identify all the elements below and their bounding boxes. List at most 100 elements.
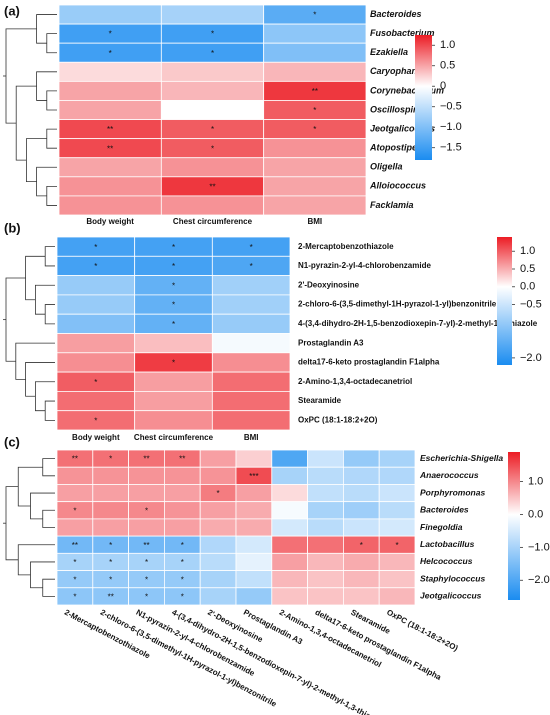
- heatmap-cell: [58, 4, 162, 25]
- dendrogram-branch: [25, 362, 55, 397]
- heatmap-cell: [160, 80, 265, 101]
- significance-label: **: [209, 182, 215, 191]
- heatmap-cell: [307, 570, 344, 589]
- significance-label: *: [181, 558, 184, 567]
- row-label: Oligella: [370, 162, 403, 172]
- significance-label: **: [108, 592, 114, 601]
- row-label: Fusobacterium: [370, 28, 435, 38]
- heatmap-cell: [307, 449, 344, 468]
- heatmap-cell: [128, 466, 165, 485]
- heatmap-cell: [307, 518, 344, 537]
- significance-label: *: [181, 541, 184, 550]
- dendrogram-branch: [46, 90, 57, 111]
- heatmap-cell: [211, 352, 291, 373]
- heatmap-cell: [56, 352, 136, 373]
- heatmap-cell: [211, 371, 291, 392]
- heatmap-cell: [271, 518, 308, 537]
- heatmap-cell: [211, 410, 291, 431]
- heatmap-cell: [58, 195, 162, 216]
- significance-label: *: [145, 558, 148, 567]
- column-label: BMI: [244, 433, 259, 442]
- row-label: Bacteroides: [420, 505, 469, 515]
- heatmap-cell: [342, 484, 380, 503]
- heatmap-cell: [307, 501, 344, 520]
- heatmap-cell: [58, 176, 162, 197]
- significance-label: **: [107, 125, 113, 134]
- significance-label: *: [396, 541, 399, 550]
- significance-label: *: [181, 592, 184, 601]
- significance-label: *: [145, 575, 148, 584]
- significance-label: **: [107, 144, 113, 153]
- row-label: Porphyromonas: [420, 487, 485, 497]
- row-label: OxPC (18:1-18:2+2O): [298, 415, 378, 424]
- row-label: Facklamia: [370, 200, 414, 210]
- row-label: Anaerococcus: [419, 470, 479, 480]
- heatmap-cell: [271, 552, 308, 571]
- row-label: 2-Mercaptobenzothiazole: [298, 242, 394, 251]
- row-label: Prostaglandin A3: [298, 338, 364, 347]
- dendrogram-branch: [46, 128, 57, 149]
- heatmap-cell: [235, 570, 273, 589]
- heatmap-cell: [199, 587, 237, 606]
- heatmap-cell: [271, 484, 308, 503]
- heatmap-cell: [271, 501, 308, 520]
- colorbar-tick-label: 0: [440, 80, 446, 92]
- heatmap-cell: [211, 294, 291, 315]
- significance-label: *: [211, 144, 214, 153]
- heatmap-cell: [342, 552, 380, 571]
- colorbar-tick-label: 0.5: [520, 263, 535, 275]
- row-label: Jeotgalicoccus: [370, 123, 435, 133]
- heatmap-cell: [160, 61, 265, 82]
- significance-label: *: [250, 262, 253, 271]
- heatmap-cell: [58, 61, 162, 82]
- heatmap-cell: [307, 535, 344, 554]
- significance-label: *: [109, 541, 112, 550]
- heatmap-cell: [56, 275, 136, 296]
- heatmap-cell: [56, 294, 136, 315]
- significance-label: *: [217, 489, 220, 498]
- panel-label: (c): [4, 434, 20, 449]
- row-label: Bacteroides: [370, 9, 422, 19]
- significance-label: *: [211, 125, 214, 134]
- heatmap-cell: [271, 570, 308, 589]
- heatmap-cell: [235, 449, 273, 468]
- heatmap-cell: [199, 518, 237, 537]
- column-label: Prostaglandin A3: [242, 608, 305, 647]
- significance-label: *: [109, 30, 112, 39]
- colorbar-tick-label: −0.5: [440, 101, 462, 113]
- heatmap-cell: [378, 570, 416, 589]
- significance-label: **: [72, 455, 78, 464]
- heatmap-cell: [263, 23, 367, 44]
- significance-label: *: [73, 575, 76, 584]
- row-label: 2-chloro-6-(3,5-dimethyl-1H-pyrazol-1-yl…: [298, 300, 497, 309]
- heatmap-cell: [342, 466, 380, 485]
- heatmap-cell: [134, 371, 213, 392]
- significance-label: **: [143, 541, 149, 550]
- heatmap-cell: [235, 552, 273, 571]
- heatmap-cell: [211, 390, 291, 412]
- row-label: Oscillospira: [370, 104, 422, 114]
- significance-label: *: [109, 558, 112, 567]
- significance-label: **: [179, 455, 185, 464]
- heatmap-cell: [342, 570, 380, 589]
- heatmap-cell: [211, 313, 291, 334]
- heatmap-cell: [56, 333, 136, 354]
- heatmap-cell: [342, 449, 380, 468]
- column-label: Chest circumference: [134, 433, 214, 442]
- row-label: Atopostipes: [369, 143, 422, 153]
- heatmap-cell: [163, 484, 201, 503]
- row-label: Staphylococcus: [420, 573, 485, 583]
- heatmap-cell: [378, 587, 416, 606]
- colorbar-tick-label: 1.0: [528, 476, 543, 488]
- heatmap-cell: [263, 176, 367, 197]
- heatmap-cell: [271, 466, 308, 485]
- heatmap-cell: [92, 466, 130, 485]
- colorbar-tick-label: −1.0: [528, 541, 550, 553]
- significance-label: *: [94, 416, 97, 425]
- heatmap-cell: [92, 484, 130, 503]
- row-label: Jeotgalicoccus: [420, 591, 482, 601]
- colorbar: [415, 35, 432, 160]
- significance-label: *: [172, 320, 175, 329]
- significance-label: *: [211, 30, 214, 39]
- dendrogram-branch: [15, 342, 55, 380]
